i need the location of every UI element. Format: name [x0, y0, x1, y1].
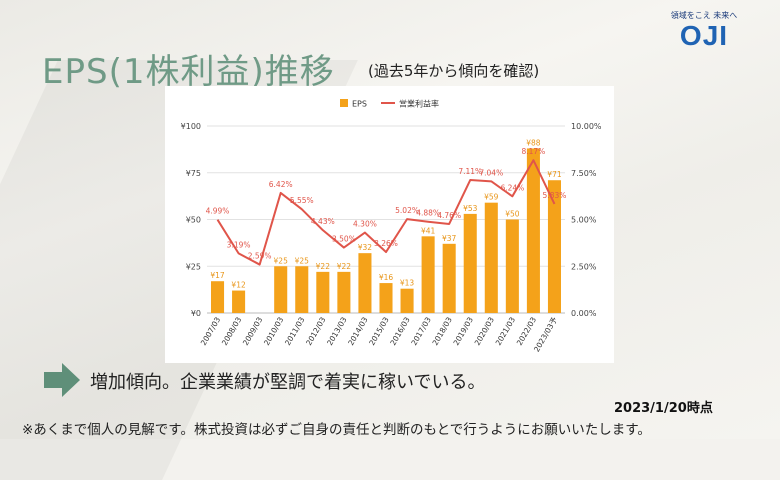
y-right-tick-label: 5.00%: [571, 216, 597, 225]
legend-eps-swatch: [340, 99, 348, 107]
eps-bar: [337, 271, 351, 313]
margin-data-label: 3.50%: [332, 235, 356, 244]
margin-data-label: 7.04%: [479, 168, 503, 177]
margin-data-label: 4.30%: [353, 220, 377, 229]
operating-margin-line: [216, 159, 556, 266]
eps-bar: [547, 180, 561, 313]
eps-bar: [295, 266, 309, 313]
margin-data-label: 6.24%: [500, 183, 524, 192]
eps-bar: [379, 283, 393, 313]
y-left-tick-label: ¥75: [186, 169, 201, 178]
y-left-tick-label: ¥50: [186, 216, 201, 225]
margin-data-label: 4.99%: [206, 207, 230, 216]
disclaimer-footnote: ※あくまで個人の見解です。株式投資は必ずご自身の責任と判断のもとで行うようにお願…: [22, 422, 651, 438]
eps-bar: [484, 202, 498, 313]
eps-data-label: ¥59: [484, 193, 499, 202]
x-tick-label: 2020/03: [473, 315, 496, 347]
slide-subtitle: (過去5年から傾向を確認): [368, 62, 540, 80]
as-of-date: 2023/1/20時点: [614, 401, 713, 416]
y-right-tick-label: 2.50%: [571, 262, 597, 271]
x-tick-label: 2012/03: [304, 315, 327, 347]
eps-chart: ¥0 ¥25 ¥50 ¥75 ¥100 0.00% 2.50% 5.00% 7.50% 10.00…: [181, 99, 602, 354]
x-tick-label: 2010/03: [262, 315, 285, 347]
eps-data-label: ¥53: [463, 204, 478, 213]
margin-data-label: 3.26%: [374, 239, 398, 248]
margin-data-label: 6.42%: [269, 180, 293, 189]
y-left-tick-label: ¥25: [186, 262, 201, 271]
eps-bar: [358, 253, 372, 313]
margin-data-label: 5.02%: [395, 206, 419, 215]
eps-data-label: ¥16: [379, 273, 394, 282]
x-tick-label: 2018/03: [431, 315, 454, 347]
margin-data-label: 3.19%: [227, 240, 251, 249]
y-left-tick-label: ¥0: [191, 309, 201, 318]
eps-data-label: ¥50: [505, 210, 520, 219]
arrow-right-icon: [44, 363, 80, 397]
eps-bar: [526, 148, 540, 313]
margin-data-label: 4.43%: [311, 217, 335, 226]
x-tick-label: 2008/03: [220, 315, 243, 347]
x-tick-label: 2011/03: [283, 315, 306, 347]
legend-eps-label: EPS: [352, 100, 367, 109]
margin-data-label: 5.55%: [290, 196, 314, 205]
x-tick-label: 2016/03: [388, 315, 411, 347]
eps-data-label: ¥12: [231, 281, 246, 290]
eps-bar: [400, 288, 414, 313]
y-right-tick-label: 0.00%: [571, 309, 597, 318]
eps-bar: [232, 290, 246, 313]
x-tick-label: 2017/03: [409, 315, 432, 347]
conclusion-text: 増加傾向。企業業績が堅調で着実に稼いでいる。: [90, 372, 486, 393]
slide-title: EPS(1株利益)推移: [42, 52, 335, 92]
eps-bar: [211, 281, 225, 313]
x-tick-label: 2014/03: [346, 315, 369, 347]
eps-bar: [274, 266, 288, 313]
eps-bar: [505, 219, 519, 313]
y-right-tick-label: 7.50%: [571, 169, 597, 178]
x-tick-label: 2021/03: [494, 315, 517, 347]
x-tick-label: 2019/03: [452, 315, 475, 347]
x-tick-label: 2015/03: [367, 315, 390, 347]
y-right-tick-label: 10.00%: [571, 122, 602, 131]
margin-data-label: 5.83%: [543, 191, 567, 200]
company-logo: 領域をこえ 未来へ OJI: [664, 10, 744, 60]
margin-data-label: 8.17%: [521, 147, 545, 156]
legend-margin-label: 営業利益率: [399, 99, 439, 109]
logo-text: OJI: [679, 20, 729, 51]
x-tick-label: 2013/03: [325, 315, 348, 347]
eps-bar: [421, 236, 435, 313]
eps-bar: [442, 243, 456, 313]
eps-data-label: ¥71: [547, 170, 562, 179]
eps-data-label: ¥25: [295, 256, 310, 265]
x-tick-label: 2009/03: [241, 315, 264, 347]
eps-data-label: ¥17: [210, 271, 225, 280]
logo-tagline: 領域をこえ 未来へ: [670, 11, 738, 20]
margin-data-label: 4.76%: [437, 211, 461, 220]
eps-data-label: ¥37: [442, 234, 457, 243]
x-tick-label: 2022/03: [515, 315, 538, 347]
margin-data-label: 4.88%: [416, 209, 440, 218]
eps-data-label: ¥25: [274, 256, 289, 265]
chart-panel: ¥0 ¥25 ¥50 ¥75 ¥100 0.00% 2.50% 5.00% 7.50% 10.00…: [165, 86, 614, 363]
margin-data-label: 2.59%: [248, 252, 272, 261]
margin-data-label: 7.11%: [458, 167, 482, 176]
eps-data-label: ¥32: [358, 243, 373, 252]
x-tick-label: 2007/03: [199, 315, 222, 347]
eps-bar: [316, 271, 330, 313]
y-left-tick-label: ¥100: [181, 122, 201, 131]
eps-data-label: ¥41: [421, 226, 436, 235]
eps-data-label: ¥88: [526, 138, 541, 147]
eps-data-label: ¥22: [337, 262, 352, 271]
eps-data-label: ¥22: [316, 262, 331, 271]
eps-bar: [463, 213, 477, 313]
eps-data-label: ¥13: [400, 279, 415, 288]
